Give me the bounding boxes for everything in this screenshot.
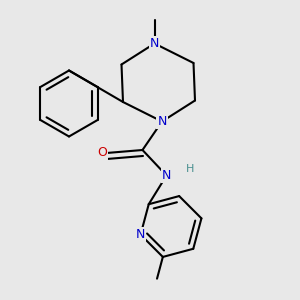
Text: H: H xyxy=(186,164,195,174)
Text: N: N xyxy=(150,37,159,50)
Text: N: N xyxy=(136,228,145,241)
Text: N: N xyxy=(162,169,171,182)
Text: O: O xyxy=(97,146,107,160)
Text: N: N xyxy=(157,115,167,128)
